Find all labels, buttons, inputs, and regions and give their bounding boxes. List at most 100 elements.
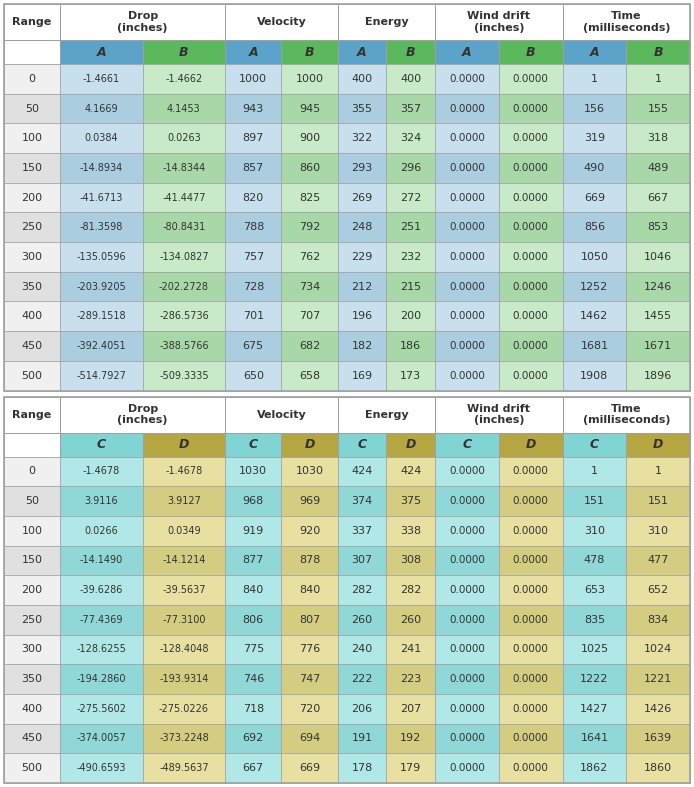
Bar <box>499 94 563 124</box>
Bar <box>337 183 387 212</box>
Text: Energy: Energy <box>364 17 408 27</box>
Bar <box>387 301 435 331</box>
Bar <box>626 433 690 456</box>
Text: 250: 250 <box>22 615 42 625</box>
Bar <box>4 94 60 124</box>
Bar <box>563 515 626 545</box>
Text: -275.5602: -275.5602 <box>76 704 126 714</box>
Bar <box>626 664 690 694</box>
Bar <box>499 272 563 301</box>
Bar <box>499 664 563 694</box>
Text: 100: 100 <box>22 133 42 143</box>
Bar <box>435 545 499 575</box>
Bar <box>143 634 225 664</box>
Text: 834: 834 <box>648 615 669 625</box>
Text: 269: 269 <box>351 193 373 202</box>
Bar <box>499 183 563 212</box>
Text: 0.0000: 0.0000 <box>449 341 485 351</box>
Text: 0.0000: 0.0000 <box>449 733 485 744</box>
Bar <box>435 212 499 242</box>
Bar <box>143 723 225 753</box>
Bar <box>337 124 387 153</box>
Bar <box>60 153 143 183</box>
Text: 734: 734 <box>299 282 320 292</box>
Text: 0.0000: 0.0000 <box>513 467 549 476</box>
Bar <box>387 360 435 390</box>
Text: 0.0000: 0.0000 <box>513 674 549 684</box>
Bar <box>60 575 143 605</box>
Text: 222: 222 <box>351 674 373 684</box>
Text: 1426: 1426 <box>644 704 672 714</box>
Text: 1025: 1025 <box>580 645 609 655</box>
Bar <box>4 153 60 183</box>
Bar <box>143 153 225 183</box>
Bar <box>281 301 337 331</box>
Bar <box>143 753 225 783</box>
Text: 500: 500 <box>22 763 42 773</box>
Bar <box>143 575 225 605</box>
Text: 308: 308 <box>400 556 421 565</box>
Bar <box>435 4 563 40</box>
Bar <box>225 433 281 456</box>
Bar <box>4 124 60 153</box>
Bar <box>337 723 387 753</box>
Text: -134.0827: -134.0827 <box>159 252 209 262</box>
Text: 0.0000: 0.0000 <box>449 704 485 714</box>
Text: 179: 179 <box>400 763 421 773</box>
Text: 374: 374 <box>351 496 373 506</box>
Bar <box>499 64 563 94</box>
Text: 182: 182 <box>351 341 373 351</box>
Text: 3.9116: 3.9116 <box>85 496 118 506</box>
Text: 1671: 1671 <box>644 341 672 351</box>
Text: 4.1453: 4.1453 <box>167 104 201 113</box>
Text: Drop
(inches): Drop (inches) <box>117 404 168 425</box>
Text: -128.6255: -128.6255 <box>76 645 126 655</box>
Bar <box>281 664 337 694</box>
Text: 0.0000: 0.0000 <box>449 133 485 143</box>
Bar <box>281 94 337 124</box>
Text: -39.5637: -39.5637 <box>162 585 205 595</box>
Text: 792: 792 <box>299 222 320 232</box>
Text: 0: 0 <box>28 74 35 84</box>
Text: 4.1669: 4.1669 <box>85 104 118 113</box>
Bar <box>387 212 435 242</box>
Text: 835: 835 <box>584 615 605 625</box>
Bar <box>499 753 563 783</box>
Text: 282: 282 <box>351 585 373 595</box>
Text: 240: 240 <box>351 645 373 655</box>
Bar <box>563 272 626 301</box>
Text: 206: 206 <box>351 704 373 714</box>
Bar <box>387 242 435 272</box>
Text: 694: 694 <box>299 733 320 744</box>
Bar <box>225 605 281 634</box>
Text: 840: 840 <box>243 585 264 595</box>
Text: -14.8934: -14.8934 <box>80 163 123 173</box>
Text: 1896: 1896 <box>644 371 672 381</box>
Text: 0.0266: 0.0266 <box>85 526 119 536</box>
Text: Wind drift
(inches): Wind drift (inches) <box>467 11 530 33</box>
Text: 1455: 1455 <box>644 312 672 321</box>
Text: -14.1214: -14.1214 <box>162 556 205 565</box>
Bar <box>225 456 281 486</box>
Text: 489: 489 <box>648 163 669 173</box>
Text: B: B <box>179 46 189 58</box>
Bar <box>4 4 690 390</box>
Text: 1462: 1462 <box>580 312 609 321</box>
Text: 400: 400 <box>351 74 373 84</box>
Bar <box>387 433 435 456</box>
Bar <box>60 331 143 360</box>
Bar <box>563 545 626 575</box>
Text: 0.0000: 0.0000 <box>449 74 485 84</box>
Bar <box>60 723 143 753</box>
Text: 100: 100 <box>22 526 42 536</box>
Bar <box>225 694 281 723</box>
Bar <box>626 545 690 575</box>
Text: -128.4048: -128.4048 <box>159 645 209 655</box>
Text: 707: 707 <box>299 312 320 321</box>
Bar <box>387 605 435 634</box>
Bar <box>337 634 387 664</box>
Bar <box>225 331 281 360</box>
Bar <box>337 694 387 723</box>
Bar <box>337 545 387 575</box>
Text: 0.0000: 0.0000 <box>513 74 549 84</box>
